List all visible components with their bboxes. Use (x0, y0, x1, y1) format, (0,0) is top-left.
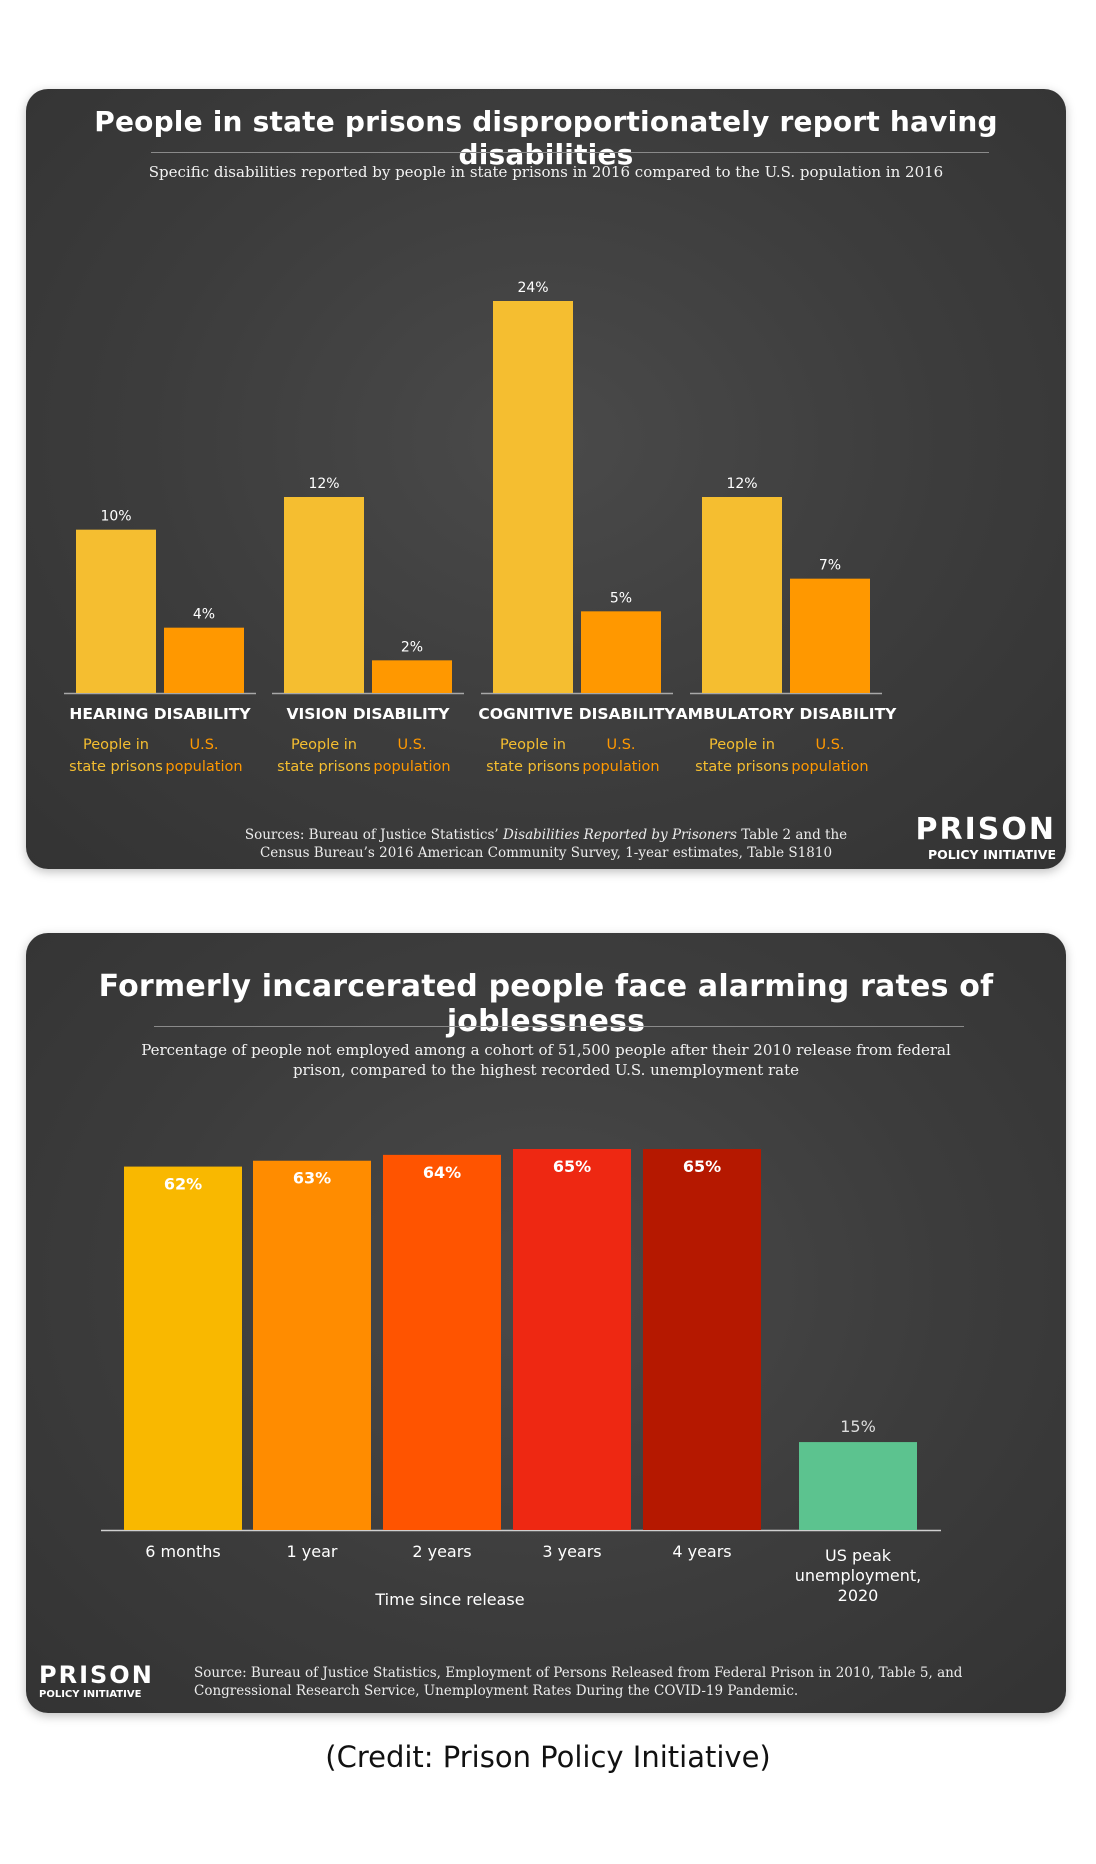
subtitle-line: prison, compared to the highest recorded… (292, 1061, 800, 1079)
bar (643, 1149, 761, 1530)
category-label: COGNITIVE DISABILITY (478, 705, 676, 723)
prison-policy-logo: PRISON POLICY INITIATIVE (916, 815, 1056, 862)
chart-title: People in state prisons disproportionate… (94, 105, 998, 171)
legend-label: population (373, 759, 450, 775)
logo-word: PRISON (39, 1661, 154, 1689)
legend-label: U.S. (397, 737, 426, 753)
category-label: 2 years (412, 1542, 471, 1561)
legend-label: People in (83, 737, 149, 753)
data-label: 62% (164, 1175, 202, 1194)
subtitle-line: Percentage of people not employed among … (141, 1041, 951, 1059)
data-label: 12% (308, 476, 339, 492)
chart-title: Formerly incarcerated people face alarmi… (98, 969, 994, 1039)
bar (253, 1160, 371, 1530)
data-label: 2% (401, 639, 423, 655)
bar-state-prisons (76, 529, 156, 693)
source-text: Source: Bureau of Justice Statistics, Em… (194, 1665, 963, 1681)
legend-label: state prisons (69, 759, 163, 775)
legend-label: U.S. (815, 737, 844, 753)
bar-state-prisons (493, 301, 573, 693)
chart-subtitle: Percentage of people not employed among … (26, 1040, 1066, 1080)
legend-label: state prisons (277, 759, 371, 775)
prison-policy-logo: PRISON POLICY INITIATIVE (39, 1663, 154, 1700)
category-label: 1 year (287, 1542, 338, 1561)
bar (513, 1149, 631, 1530)
logo-subword: POLICY INITIATIVE (927, 847, 1056, 862)
legend-label: population (165, 759, 242, 775)
title-divider (151, 152, 989, 153)
data-label: 7% (819, 558, 841, 574)
logo-word: PRISON (915, 812, 1056, 847)
source-text: Table 2 and the (736, 827, 848, 843)
data-label: 15% (840, 1417, 876, 1436)
data-label: 12% (726, 476, 757, 492)
chart-source: Sources: Bureau of Justice Statistics’ D… (206, 826, 886, 862)
category-label: 2020 (838, 1586, 879, 1605)
data-label: 65% (553, 1157, 591, 1176)
bar-us-population (790, 578, 870, 693)
bar (799, 1442, 917, 1530)
data-label: 63% (293, 1169, 331, 1188)
legend-label: People in (291, 737, 357, 753)
image-credit: (Credit: Prison Policy Initiative) (325, 1740, 771, 1774)
data-label: 24% (517, 280, 548, 296)
source-text: Census Bureau’s 2016 American Community … (259, 845, 833, 861)
data-label: 64% (423, 1163, 461, 1182)
chart-subtitle: Specific disabilities reported by people… (148, 163, 944, 181)
data-label: 5% (610, 590, 632, 606)
category-label: HEARING DISABILITY (69, 705, 251, 723)
legend-label: U.S. (606, 737, 635, 753)
bar-us-population (581, 611, 661, 693)
chart-source: Source: Bureau of Justice Statistics, Em… (194, 1664, 994, 1700)
bar-state-prisons (702, 497, 782, 693)
category-label: 3 years (542, 1542, 601, 1561)
category-label: AMBULATORY DISABILITY (676, 705, 898, 723)
legend-label: state prisons (695, 759, 789, 775)
title-divider (154, 1026, 964, 1027)
logo-subword: POLICY INITIATIVE (39, 1689, 142, 1700)
legend-label: People in (500, 737, 566, 753)
source-report-title: Disabilities Reported by Prisoners (503, 827, 737, 843)
disabilities-bar-chart: 10% 4% HEARING DISABILITY People in state pr… (64, 280, 898, 775)
source-text: Sources: Bureau of Justice Statistics’ (244, 827, 504, 843)
bar-state-prisons (284, 497, 364, 693)
data-label: 4% (193, 607, 215, 623)
legend-label: population (582, 759, 659, 775)
category-label: 4 years (672, 1542, 731, 1561)
joblessness-bar-chart: 62% 6 months 63% 1 year 64% 2 years 65% 3 years… (101, 1149, 941, 1609)
disabilities-chart-panel: People in state prisons disproportionate… (26, 89, 1066, 869)
legend-label: population (791, 759, 868, 775)
category-label: VISION DISABILITY (286, 705, 450, 723)
bar (383, 1154, 501, 1530)
category-label: 6 months (145, 1542, 221, 1561)
joblessness-chart-panel: Formerly incarcerated people face alarmi… (26, 933, 1066, 1713)
source-text: Congressional Research Service, Unemploy… (194, 1683, 799, 1699)
category-label: US peak (825, 1546, 892, 1565)
data-label: 10% (100, 509, 131, 525)
bar-us-population (372, 660, 452, 693)
category-label: unemployment, (795, 1566, 922, 1585)
bar-us-population (164, 627, 244, 693)
x-axis-label: Time since release (374, 1590, 524, 1609)
bar (124, 1166, 242, 1530)
legend-label: U.S. (189, 737, 218, 753)
data-label: 65% (683, 1157, 721, 1176)
legend-label: state prisons (486, 759, 580, 775)
legend-label: People in (709, 737, 775, 753)
